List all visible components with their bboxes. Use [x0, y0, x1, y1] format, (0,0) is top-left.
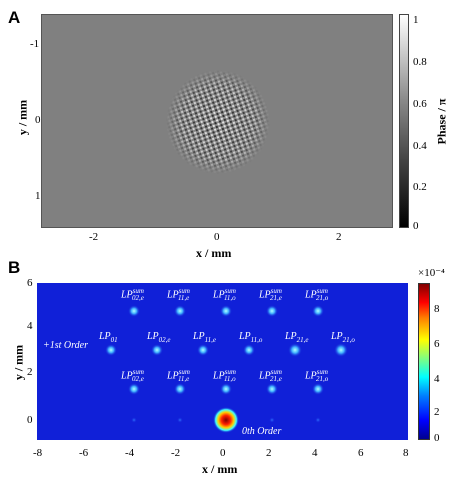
b-xlabel: x / mm — [202, 462, 238, 476]
b-ytick-0: 0 — [27, 414, 33, 426]
a-ylabel: y / mm — [15, 99, 30, 136]
b-ytick-6: 6 — [27, 277, 33, 289]
zero-order-spot — [213, 407, 239, 433]
spot-r3-5 — [312, 383, 324, 395]
first-order-label: +1st Order — [43, 340, 88, 351]
b-colorbar-exponent: ×10⁻⁴ — [418, 267, 445, 279]
phase-hologram — [166, 70, 270, 174]
mode-label-r1-4: LPsum21,e — [259, 287, 282, 303]
mode-label-r2-1: LP01 — [99, 331, 118, 344]
spot-r2-3 — [197, 344, 209, 356]
b-xtick-4: 4 — [312, 447, 318, 459]
spot-r2-5 — [288, 343, 302, 357]
a-cbar-tick-0: 0 — [413, 220, 419, 232]
spot-r1-2 — [174, 305, 186, 317]
mode-label-r3-3: LPsum11,o — [213, 368, 236, 384]
spot-r4-3 — [269, 417, 275, 423]
b-xtick-6: 6 — [358, 447, 364, 459]
mode-label-r2-6: LP21,o — [331, 331, 355, 344]
a-xtick-m2: -2 — [89, 231, 99, 243]
a-xtick-0: 0 — [214, 231, 220, 243]
b-ytick-4: 4 — [27, 320, 33, 332]
mode-label-r3-4: LPsum21,e — [259, 368, 282, 384]
b-ylabel: y / mm — [11, 344, 26, 381]
a-ytick-m1: -1 — [30, 38, 40, 50]
spot-r4-4 — [315, 417, 321, 423]
spot-r3-2 — [174, 383, 186, 395]
a-ytick-0: 0 — [35, 114, 41, 126]
a-ytick-1: 1 — [35, 190, 41, 202]
mode-label-r1-1: LPsum02,e — [121, 287, 144, 303]
panel-b-letter: B — [8, 258, 21, 277]
a-cbar-tick-08: 0.8 — [413, 56, 427, 68]
spot-r4-1 — [131, 417, 137, 423]
phase-pattern — [42, 15, 392, 227]
b-xtick-m6: -6 — [79, 447, 89, 459]
spot-r2-4 — [243, 344, 255, 356]
mode-label-r2-5: LP21,e — [285, 331, 309, 344]
mode-label-r1-5: LPsum21,o — [305, 287, 329, 303]
mode-label-r3-5: LPsum21,o — [305, 368, 329, 384]
mode-label-r2-3: LP11,e — [193, 331, 217, 344]
a-cbar-tick-02: 0.2 — [413, 181, 427, 193]
b-xtick-2: 2 — [266, 447, 272, 459]
a-cbar-tick-04: 0.4 — [413, 140, 427, 152]
b-xtick-m8: -8 — [33, 447, 43, 459]
b-cbar-tick-4: 4 — [434, 373, 440, 385]
mode-label-r2-2: LP02,e — [147, 331, 171, 344]
spot-r2-6 — [334, 343, 348, 357]
a-cbar-tick-06: 0.6 — [413, 98, 427, 110]
spot-r1-3 — [220, 305, 232, 317]
a-colorbar-label: Phase / π — [434, 98, 449, 145]
spot-r1-4 — [266, 305, 278, 317]
phase-map — [41, 14, 393, 228]
a-xlabel: x / mm — [196, 246, 232, 260]
a-xtick-2: 2 — [336, 231, 342, 243]
spot-r4-2 — [177, 417, 183, 423]
b-cbar-tick-6: 6 — [434, 338, 440, 350]
spot-r3-3 — [220, 383, 232, 395]
b-xtick-m2: -2 — [171, 447, 181, 459]
phase-colorbar — [399, 14, 409, 228]
spot-r2-1 — [105, 344, 117, 356]
mode-label-r1-2: LPsum11,e — [167, 287, 190, 303]
mode-label-r1-3: LPsum11,o — [213, 287, 236, 303]
mode-label-r3-2: LPsum11,e — [167, 368, 190, 384]
a-cbar-tick-1: 1 — [413, 14, 419, 26]
intensity-spots — [37, 283, 408, 440]
spot-r3-1 — [128, 383, 140, 395]
b-xtick-m4: -4 — [125, 447, 135, 459]
b-cbar-tick-2: 2 — [434, 406, 440, 418]
spot-r3-4 — [266, 383, 278, 395]
panel-a-letter: A — [8, 8, 21, 27]
b-xtick-0: 0 — [220, 447, 226, 459]
intensity-colorbar — [418, 283, 430, 440]
intensity-map: LPsum02,e LPsum11,e LPsum11,o LPsum21,e … — [37, 283, 408, 440]
spot-r2-2 — [151, 344, 163, 356]
b-cbar-tick-0: 0 — [434, 432, 440, 444]
spot-r1-5 — [312, 305, 324, 317]
mode-label-r2-4: LP11,o — [239, 331, 263, 344]
b-xtick-8: 8 — [403, 447, 409, 459]
b-ytick-2: 2 — [27, 366, 33, 378]
zeroth-order-label: 0th Order — [242, 426, 282, 437]
spot-r1-1 — [128, 305, 140, 317]
b-cbar-tick-8: 8 — [434, 303, 440, 315]
mode-label-r3-1: LPsum02,e — [121, 368, 144, 384]
